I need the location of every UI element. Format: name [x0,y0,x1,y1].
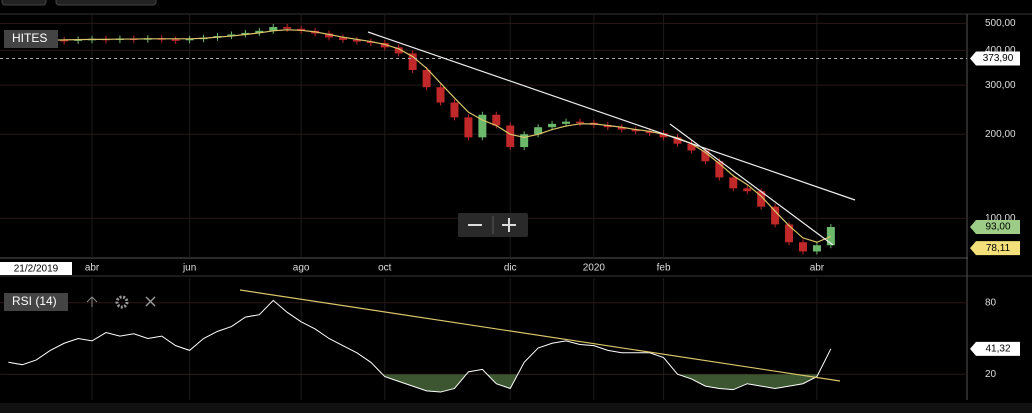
candle [450,102,459,118]
chart-title: RSI (14) [12,294,57,308]
y-tick-label: 80 [985,297,997,308]
candle [798,242,807,252]
price-label-box [970,220,1020,235]
cursor-date: 21/2/2019 [14,264,59,275]
y-tick-label: 400,00 [985,45,1016,56]
y-tick-label: 500,00 [985,18,1016,29]
x-tick-label: abr [810,263,825,274]
candle [352,39,361,42]
rsi-label-box [970,341,1020,356]
trend-line [669,123,834,246]
x-tick-label: feb [657,263,671,274]
candle [394,47,403,54]
candle [185,38,194,41]
y-tick-label: 20 [985,369,997,380]
move-up-icon[interactable] [86,296,98,307]
title-box [4,30,58,48]
candle [171,39,180,41]
y-tick-label: 300,00 [985,80,1016,91]
price-label-box [970,241,1020,256]
tab[interactable] [55,0,157,6]
chart-title: HITES [12,31,47,45]
candle [729,177,738,189]
candle [436,87,445,103]
candle [715,161,724,178]
tab[interactable] [1,0,47,6]
candle [520,134,529,148]
candle [673,137,682,144]
title-box [4,293,68,311]
price-label: 78,11 [986,243,1011,254]
y-tick-label: 200,00 [985,129,1016,140]
x-tick-label: jun [182,263,196,274]
settings-icon[interactable] [115,295,129,309]
candle [325,33,334,38]
y-tick-label: 100,00 [985,213,1016,224]
candle [534,127,543,135]
x-tick-label: 2020 [583,263,606,274]
zoom-in-button[interactable] [502,218,516,232]
x-tick-label: abr [85,263,100,274]
candle [408,53,417,71]
candle [575,121,584,124]
candle [366,41,375,44]
candle [422,70,431,88]
candle [506,125,515,148]
candle [255,30,264,33]
date-box [0,262,72,275]
trend-line [239,289,841,382]
candle [687,143,696,151]
candle [743,188,752,192]
candle [771,206,780,225]
x-tick-label: oct [378,263,392,274]
candle [548,123,557,128]
candle [338,37,347,40]
candle [757,191,766,207]
candle [241,32,250,35]
candle [785,224,794,243]
candle [478,114,487,138]
candle [631,129,640,132]
candle [701,150,710,162]
price-label-box [970,51,1020,66]
rsi-line [8,299,832,393]
rsi-label: 41,32 [985,343,1010,354]
candle [645,131,654,134]
price-label: 93,00 [985,222,1010,233]
candle [492,114,501,126]
candle [617,127,626,130]
candle [562,121,570,124]
candle [659,133,668,138]
candle [60,39,69,42]
price-label: 373,90 [983,53,1014,64]
candle [380,43,389,48]
candle [812,245,821,252]
x-tick-label: dic [504,263,517,274]
candle [269,27,278,31]
trend-line [367,31,856,201]
close-icon[interactable] [145,296,156,307]
candle [227,34,236,37]
candle [283,27,292,29]
candle [826,227,835,246]
x-tick-label: ago [293,263,310,274]
rsi-panel [0,278,967,400]
moving-average [8,29,832,243]
footer [0,403,1032,413]
candle [464,117,473,138]
